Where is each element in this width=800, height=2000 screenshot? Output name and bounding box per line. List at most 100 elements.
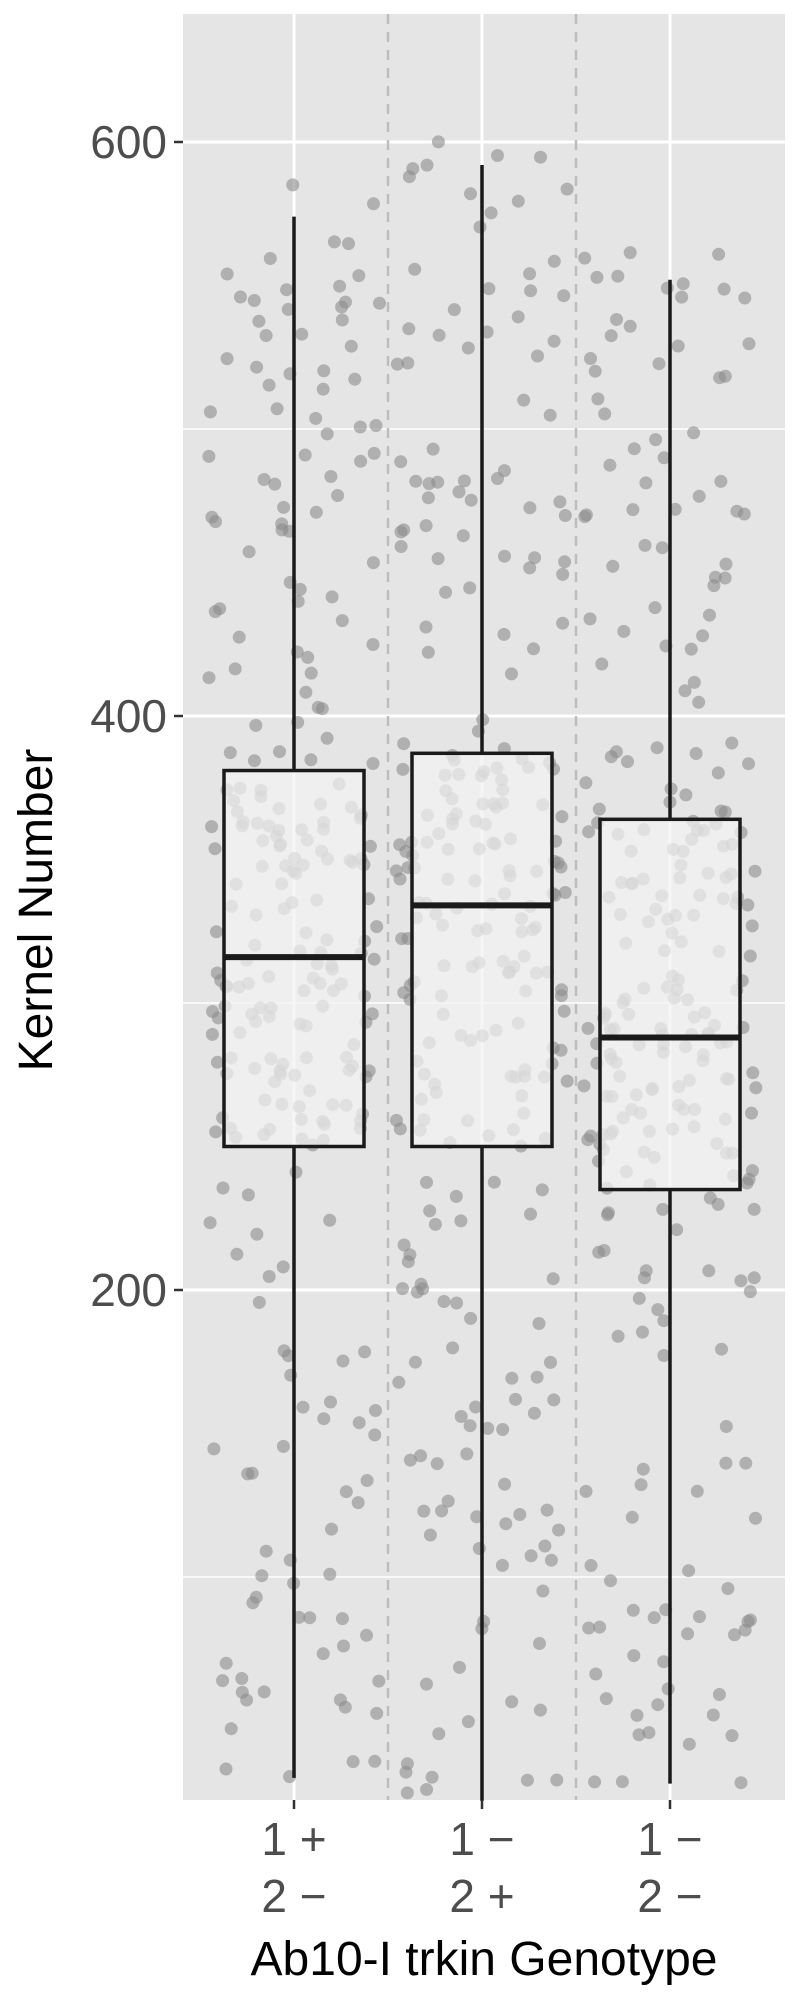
x-tick-label-line2: 2 − <box>637 1870 702 1922</box>
data-point <box>604 329 618 343</box>
data-point <box>363 839 377 853</box>
data-point <box>205 1027 219 1041</box>
data-point <box>626 1603 640 1617</box>
data-point <box>556 567 570 581</box>
data-point <box>552 1523 566 1537</box>
data-point <box>417 1504 431 1518</box>
data-point <box>346 1755 360 1769</box>
data-point <box>647 1611 661 1625</box>
data-point <box>304 666 318 680</box>
data-point <box>595 657 609 671</box>
data-point <box>626 503 640 517</box>
data-point <box>293 582 307 596</box>
data-point <box>259 1544 273 1558</box>
data-point <box>554 989 568 1003</box>
data-point <box>338 1700 352 1714</box>
data-point <box>617 624 631 638</box>
data-point <box>252 314 266 328</box>
data-point <box>678 684 692 698</box>
data-point <box>298 448 312 462</box>
data-point <box>638 538 652 552</box>
box-group-2 <box>410 164 554 1801</box>
data-point <box>454 1410 468 1423</box>
data-point <box>517 393 531 407</box>
data-point <box>611 269 625 283</box>
data-point <box>660 281 674 295</box>
data-point <box>651 1303 665 1317</box>
data-point <box>299 685 313 699</box>
data-point <box>420 1677 433 1691</box>
data-point <box>738 1623 752 1637</box>
data-point <box>228 662 242 676</box>
data-point <box>327 235 341 249</box>
data-point <box>627 442 641 456</box>
data-point <box>207 1442 221 1456</box>
data-point <box>610 313 623 326</box>
data-point <box>369 419 383 432</box>
data-point <box>712 1688 726 1701</box>
data-point <box>414 1277 428 1291</box>
data-point <box>717 282 731 296</box>
data-point <box>456 529 470 543</box>
data-point <box>472 1542 486 1555</box>
data-point <box>524 1207 537 1221</box>
data-point <box>532 1317 546 1330</box>
data-point <box>648 601 662 615</box>
data-point <box>367 952 381 966</box>
data-point <box>655 541 669 555</box>
data-point <box>370 920 384 934</box>
data-point <box>208 842 222 856</box>
data-point <box>223 746 237 760</box>
data-point <box>482 282 496 296</box>
data-point <box>268 477 282 491</box>
y-tick-label: 400 <box>90 690 167 742</box>
data-point <box>497 464 511 478</box>
data-point <box>632 1728 646 1742</box>
data-point <box>420 1175 433 1189</box>
data-point <box>246 1596 260 1610</box>
data-point <box>301 650 315 664</box>
data-point <box>335 614 349 628</box>
iqr-box <box>598 817 742 1192</box>
data-point <box>630 1708 644 1722</box>
data-point <box>739 1456 753 1470</box>
data-point <box>657 1314 671 1328</box>
data-point <box>718 571 732 585</box>
data-point <box>453 1660 466 1674</box>
data-point <box>528 551 542 565</box>
data-point <box>394 455 408 469</box>
data-point <box>219 1762 233 1776</box>
data-point <box>582 825 596 839</box>
data-point <box>368 1428 382 1442</box>
data-point <box>627 1649 641 1663</box>
data-point <box>276 1439 290 1453</box>
data-point <box>211 1011 225 1025</box>
data-point <box>360 1474 374 1487</box>
data-point <box>263 252 277 265</box>
data-point <box>209 515 222 529</box>
data-point <box>540 1503 554 1517</box>
data-point <box>714 804 728 818</box>
data-point <box>747 1202 761 1216</box>
data-point <box>719 1456 733 1470</box>
data-point <box>342 237 355 251</box>
data-point <box>707 579 721 593</box>
data-point <box>235 1672 249 1685</box>
data-point <box>742 757 755 771</box>
data-point <box>702 1264 716 1278</box>
data-point <box>712 247 726 261</box>
box-group-3 <box>598 279 742 1784</box>
data-point <box>431 135 445 149</box>
data-point <box>558 509 572 522</box>
data-point <box>499 1517 513 1531</box>
data-point <box>460 1447 474 1461</box>
data-point <box>408 262 422 276</box>
data-point <box>351 1496 365 1510</box>
data-point <box>437 1295 451 1308</box>
data-point <box>368 1754 382 1768</box>
data-point <box>309 411 323 425</box>
group-separators <box>386 14 578 1800</box>
data-point <box>734 1776 748 1790</box>
data-point <box>401 1255 415 1269</box>
data-point <box>743 949 757 963</box>
